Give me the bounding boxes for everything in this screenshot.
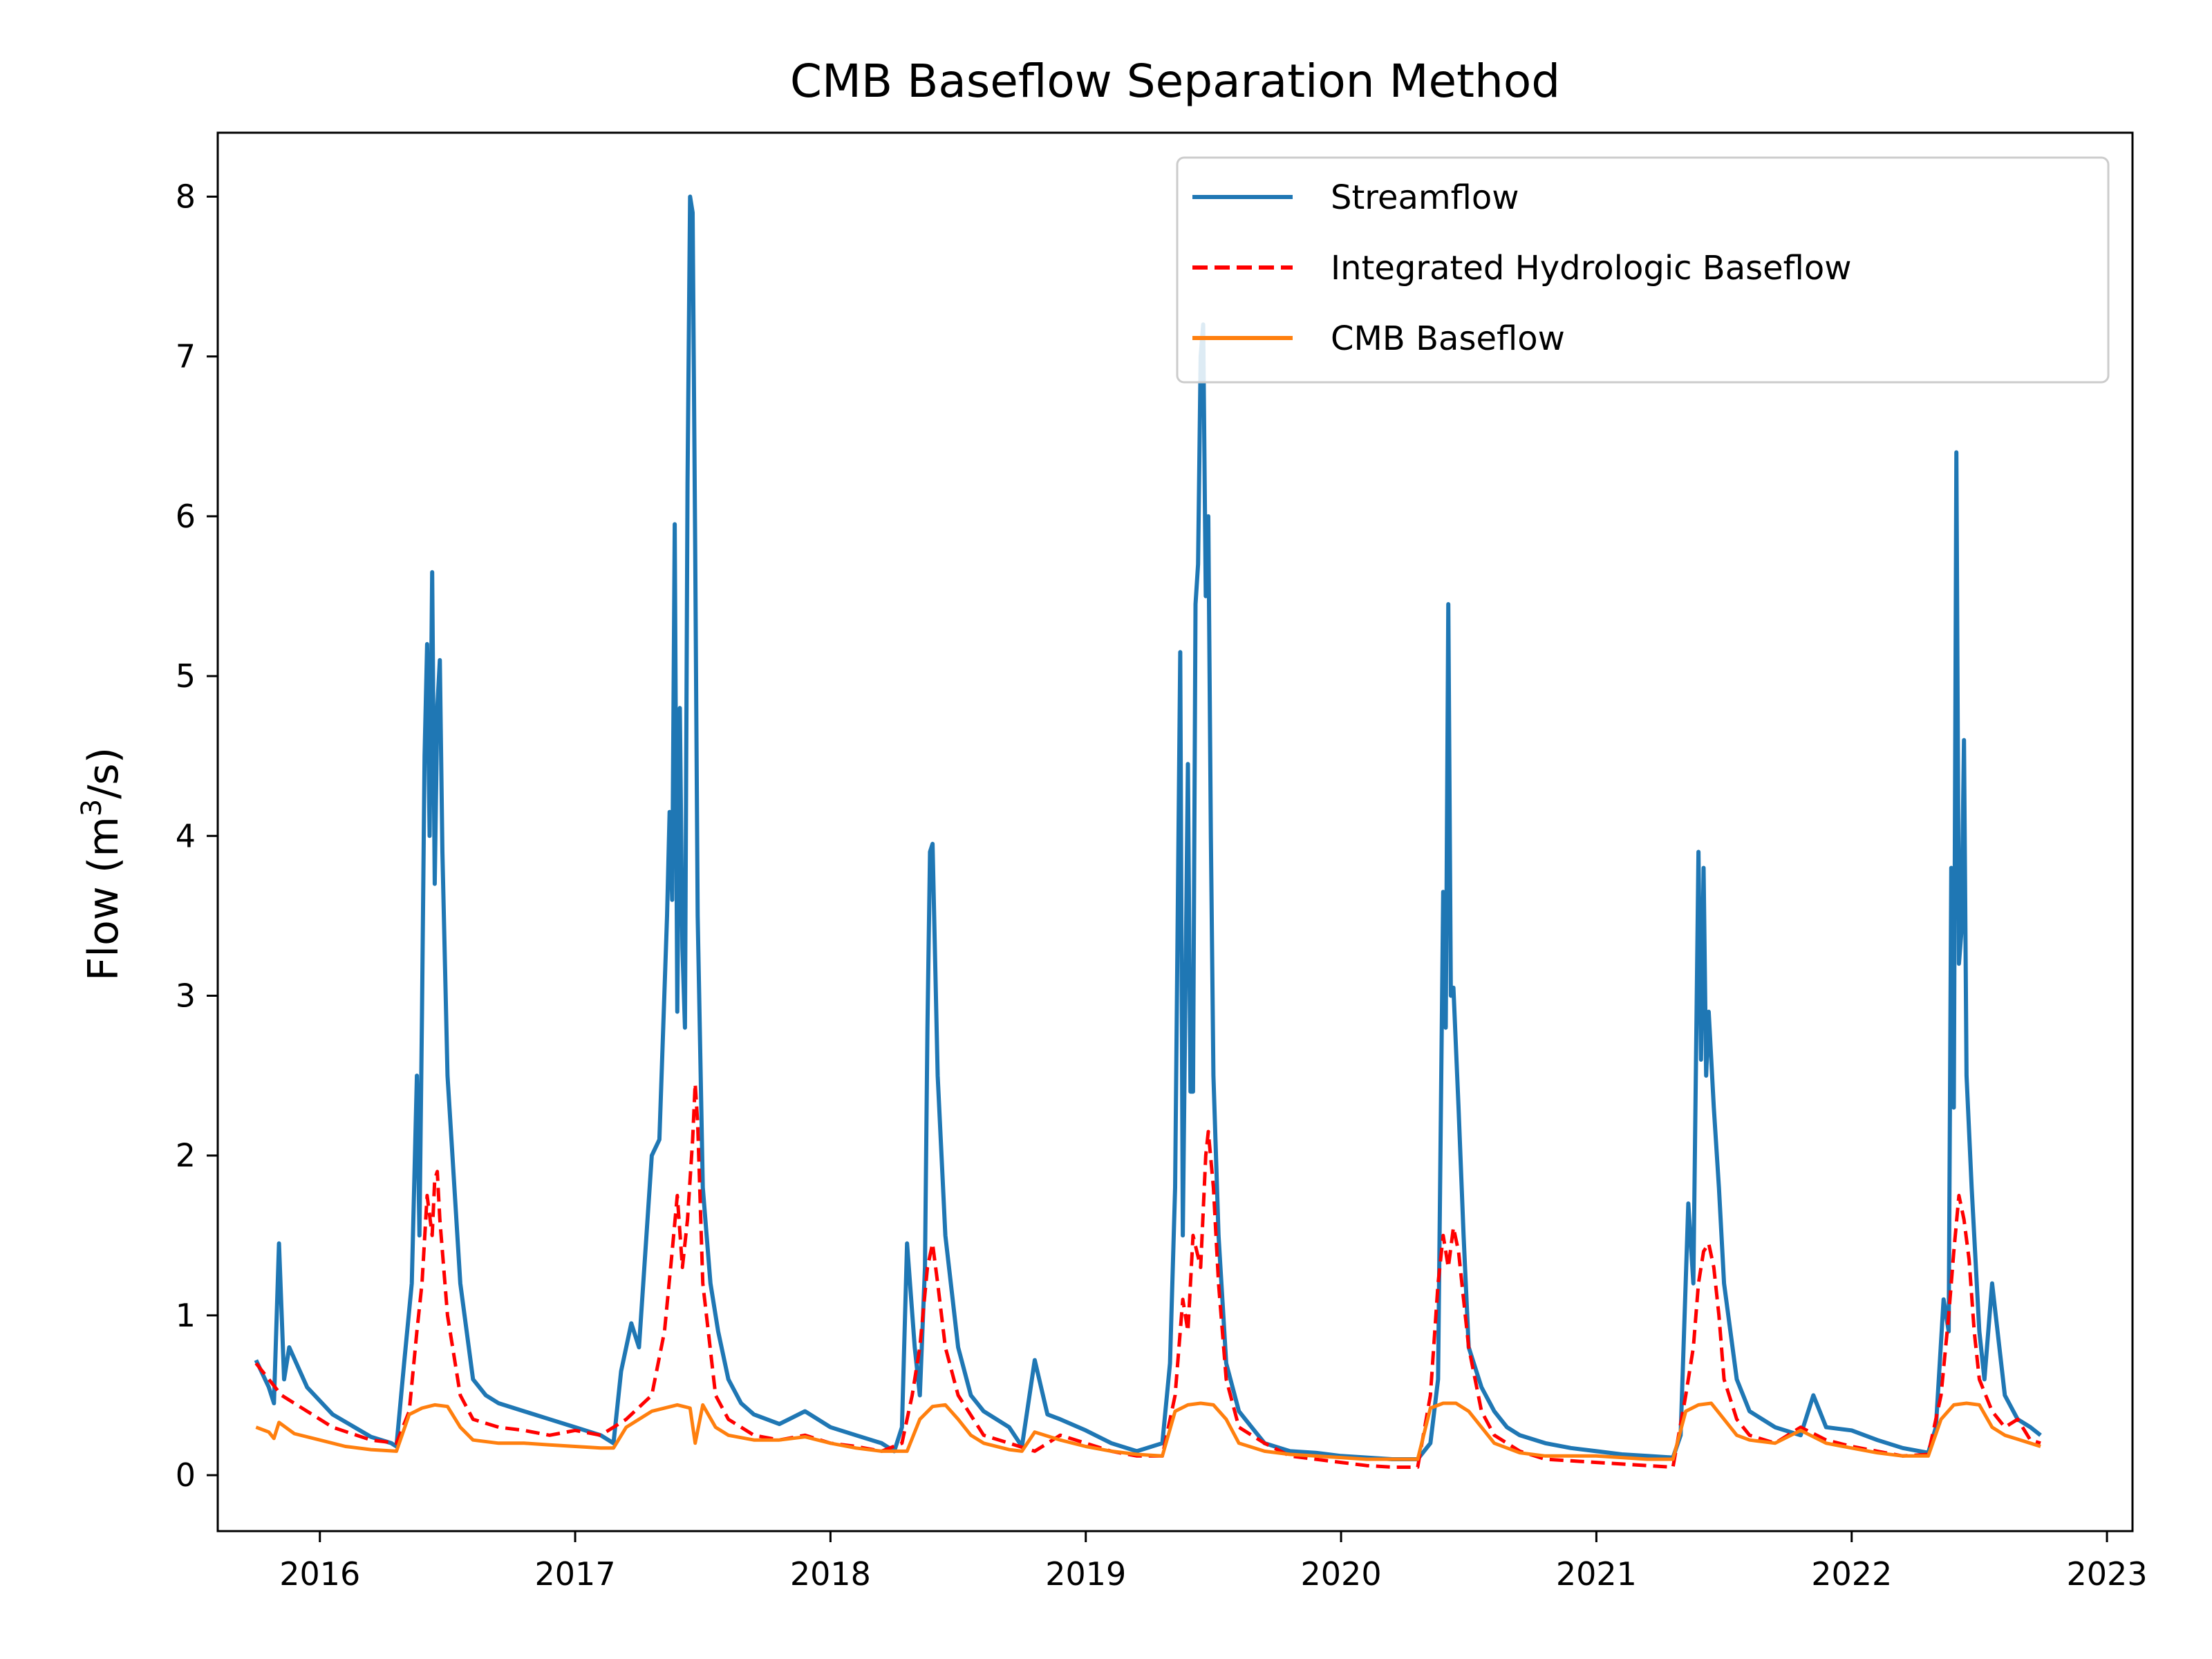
x-tick-label: 2020 — [1301, 1555, 1382, 1593]
axis-ticks: 2016 2017 2018 2019 2020 2021 2022 2023 0 1 2 3 4 5 6 7… — [176, 178, 2148, 1593]
y-tick-label: 8 — [176, 178, 196, 215]
y-axis-label-superscript: 3 — [76, 799, 108, 816]
legend-label-integrated-hydrologic-baseflow: Integrated Hydrologic Baseflow — [1331, 249, 1852, 288]
legend: Streamflow Integrated Hydrologic Baseflo… — [1176, 156, 2110, 384]
plot-area — [254, 194, 2042, 1469]
legend-label-cmb-baseflow: CMB Baseflow — [1331, 319, 1565, 358]
x-tick-label: 2019 — [1045, 1555, 1126, 1593]
x-tick-label: 2023 — [2067, 1555, 2148, 1593]
y-tick-label: 3 — [176, 977, 196, 1014]
y-axis-label-suffix: /s) — [79, 747, 128, 799]
chart-title: CMB Baseflow Separation Method — [790, 55, 1560, 108]
y-axis-label-prefix: Flow (m — [79, 816, 128, 981]
legend-label-streamflow: Streamflow — [1331, 178, 1519, 217]
cmb-baseflow-line — [255, 1401, 2041, 1461]
x-tick-label: 2016 — [279, 1555, 360, 1593]
x-tick-label: 2018 — [790, 1555, 871, 1593]
y-tick-label: 5 — [176, 657, 196, 695]
y-tick-label: 2 — [176, 1137, 196, 1174]
y-tick-label: 1 — [176, 1297, 196, 1334]
x-tick-label: 2022 — [1811, 1555, 1892, 1593]
streamflow-line — [254, 194, 2042, 1461]
y-axis-label: Flow (m3/s) — [76, 747, 128, 981]
y-tick-label: 4 — [176, 817, 196, 854]
y-tick-label: 0 — [176, 1456, 196, 1494]
integrated-hydrologic-baseflow-line — [254, 1082, 2041, 1469]
x-tick-label: 2021 — [1556, 1555, 1637, 1593]
x-tick-label: 2017 — [535, 1555, 616, 1593]
y-tick-label: 7 — [176, 338, 196, 375]
y-tick-label: 6 — [176, 498, 196, 535]
plot-frame — [216, 131, 2134, 1533]
legend-box — [1176, 156, 2110, 384]
